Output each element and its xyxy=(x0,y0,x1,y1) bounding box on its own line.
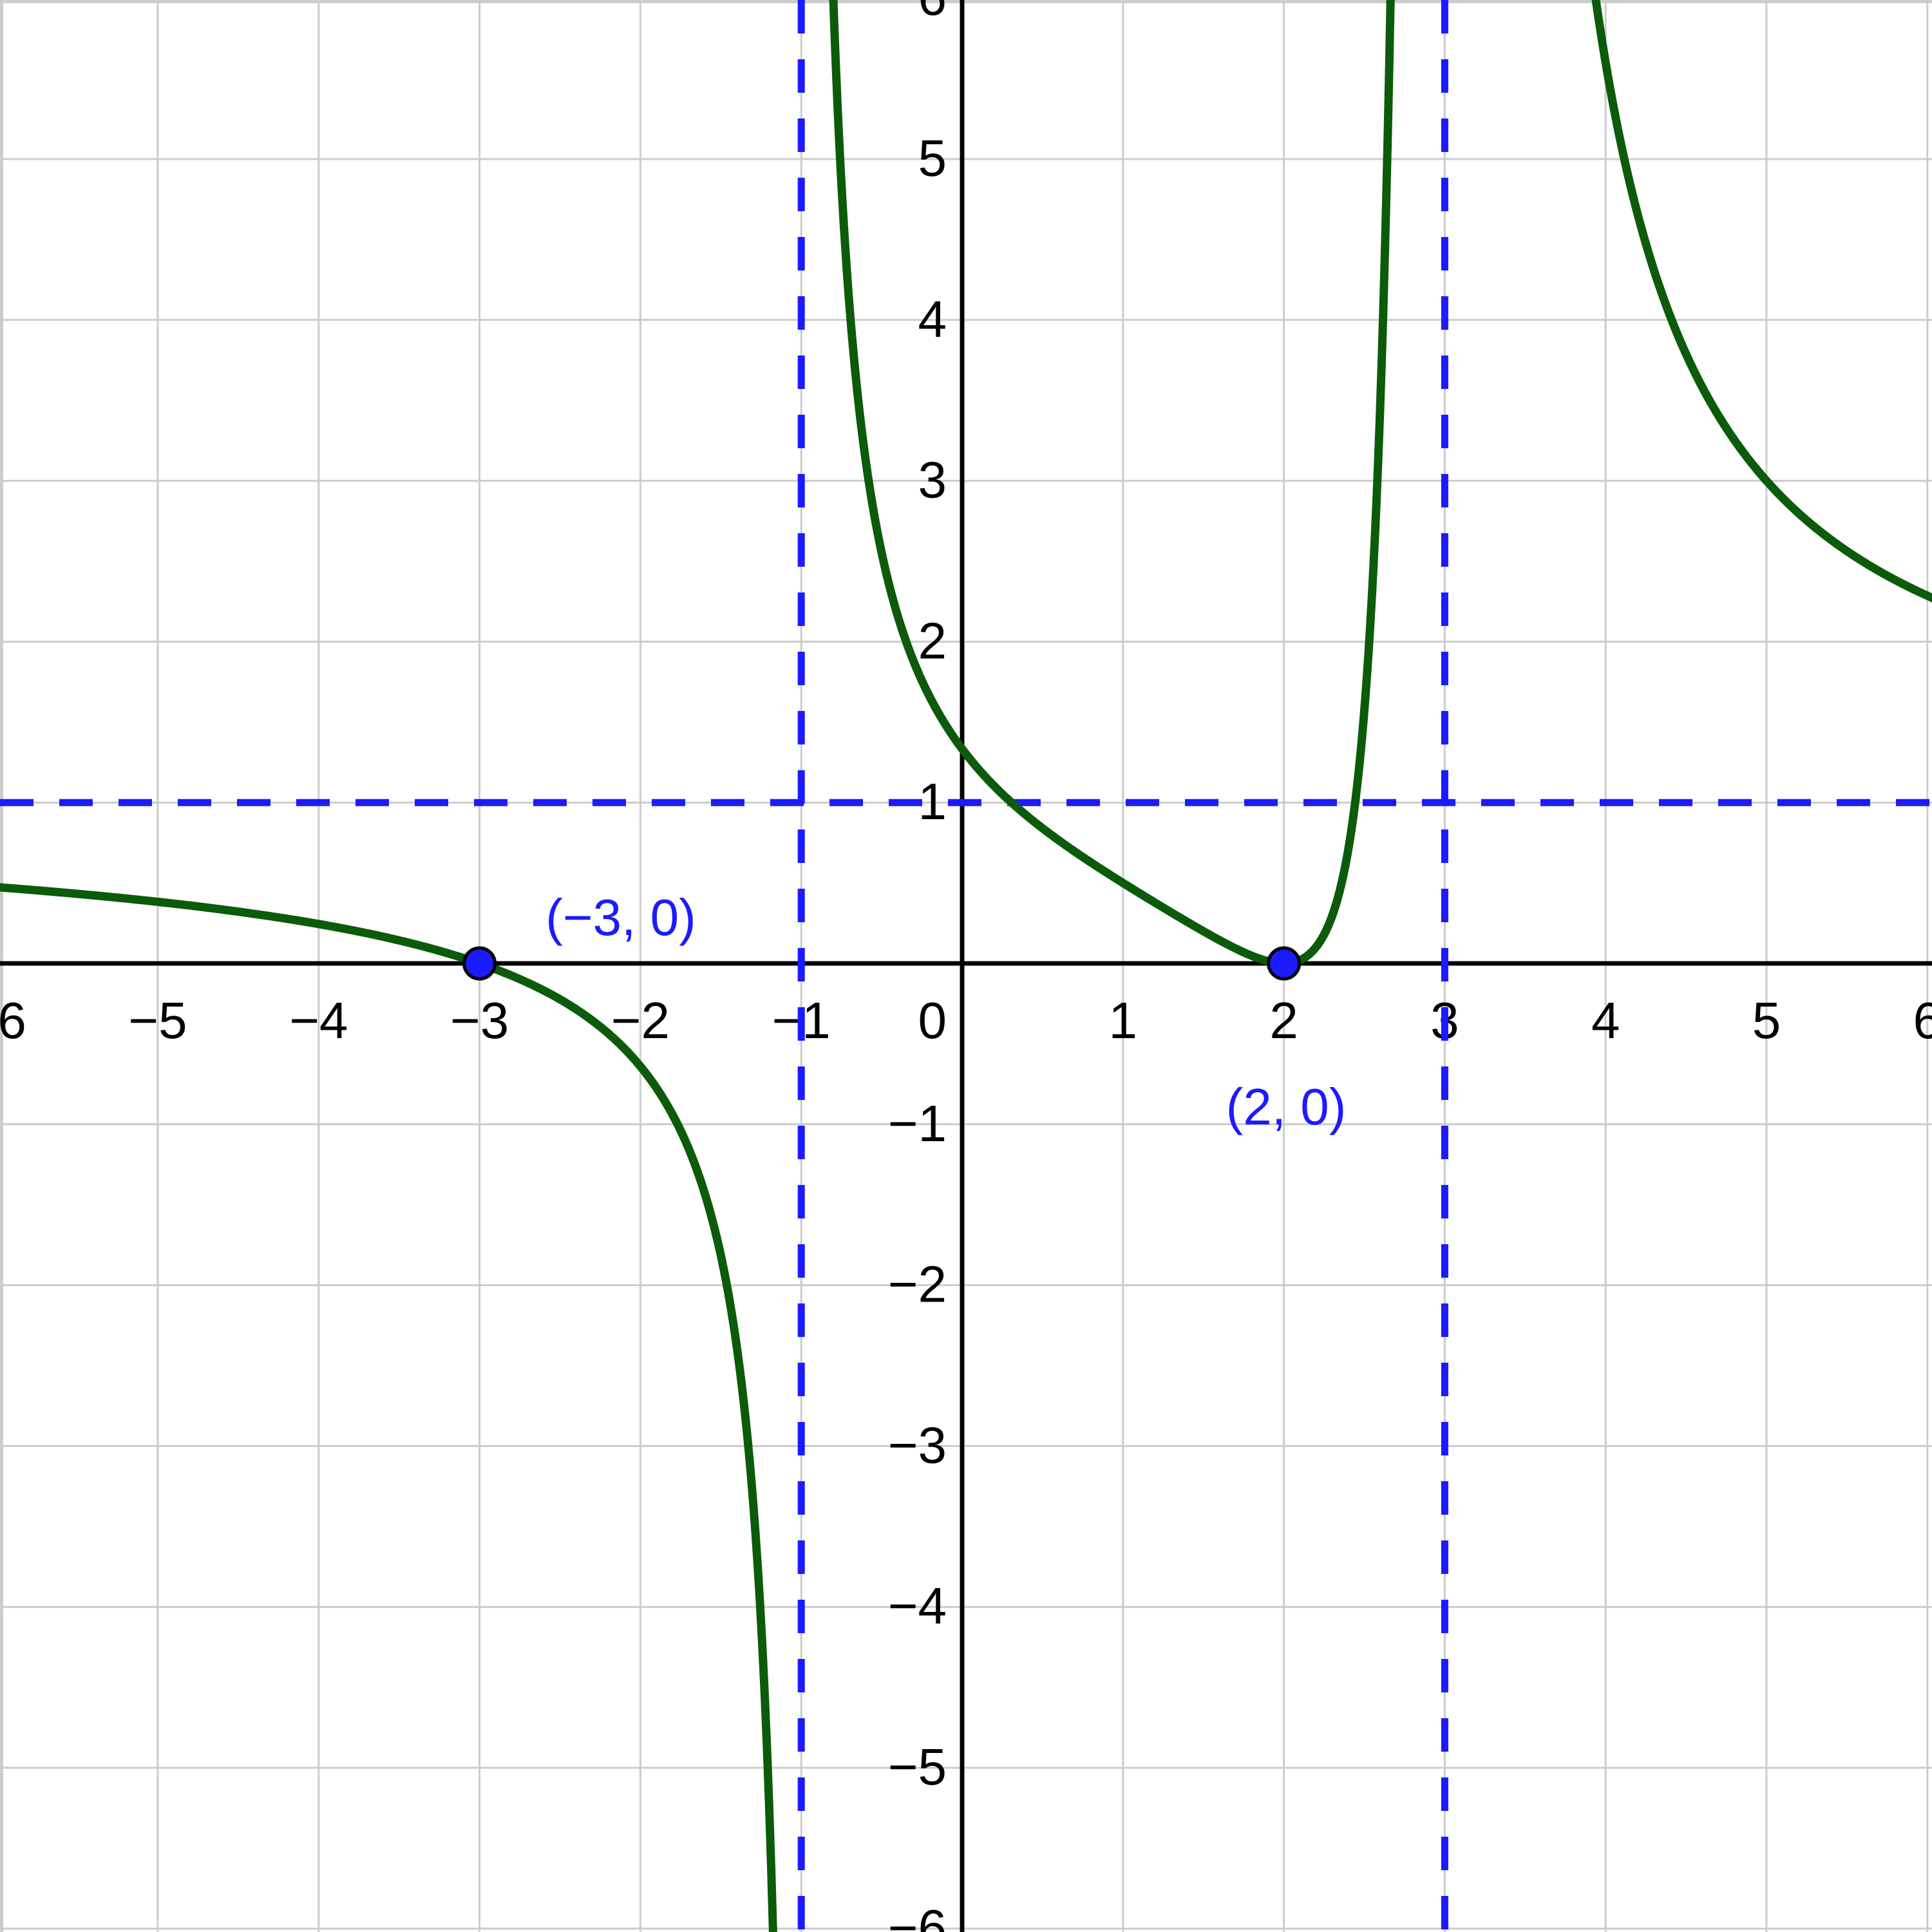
svg-text:(−3, 0): (−3, 0) xyxy=(545,889,696,946)
svg-text:−2: −2 xyxy=(888,1256,947,1313)
svg-text:−3: −3 xyxy=(450,992,509,1049)
svg-text:5: 5 xyxy=(918,129,947,187)
svg-text:1: 1 xyxy=(1109,992,1138,1049)
svg-text:6: 6 xyxy=(918,0,947,26)
svg-text:−5: −5 xyxy=(888,1738,947,1795)
svg-text:−1: −1 xyxy=(888,1095,947,1152)
svg-text:−4: −4 xyxy=(888,1577,947,1634)
svg-text:4: 4 xyxy=(1591,992,1620,1049)
svg-text:4: 4 xyxy=(918,290,947,348)
svg-text:−4: −4 xyxy=(289,992,348,1049)
svg-text:0: 0 xyxy=(918,992,947,1049)
svg-text:5: 5 xyxy=(1752,992,1781,1049)
svg-text:3: 3 xyxy=(918,451,947,509)
svg-text:−5: −5 xyxy=(128,992,187,1049)
svg-text:2: 2 xyxy=(918,612,947,669)
svg-text:6: 6 xyxy=(1913,992,1932,1049)
svg-text:(2, 0): (2, 0) xyxy=(1226,1078,1347,1135)
svg-text:−3: −3 xyxy=(888,1416,947,1473)
svg-text:−6: −6 xyxy=(0,992,26,1049)
svg-text:2: 2 xyxy=(1269,992,1298,1049)
svg-text:1: 1 xyxy=(918,773,947,830)
svg-text:−6: −6 xyxy=(888,1899,947,1932)
